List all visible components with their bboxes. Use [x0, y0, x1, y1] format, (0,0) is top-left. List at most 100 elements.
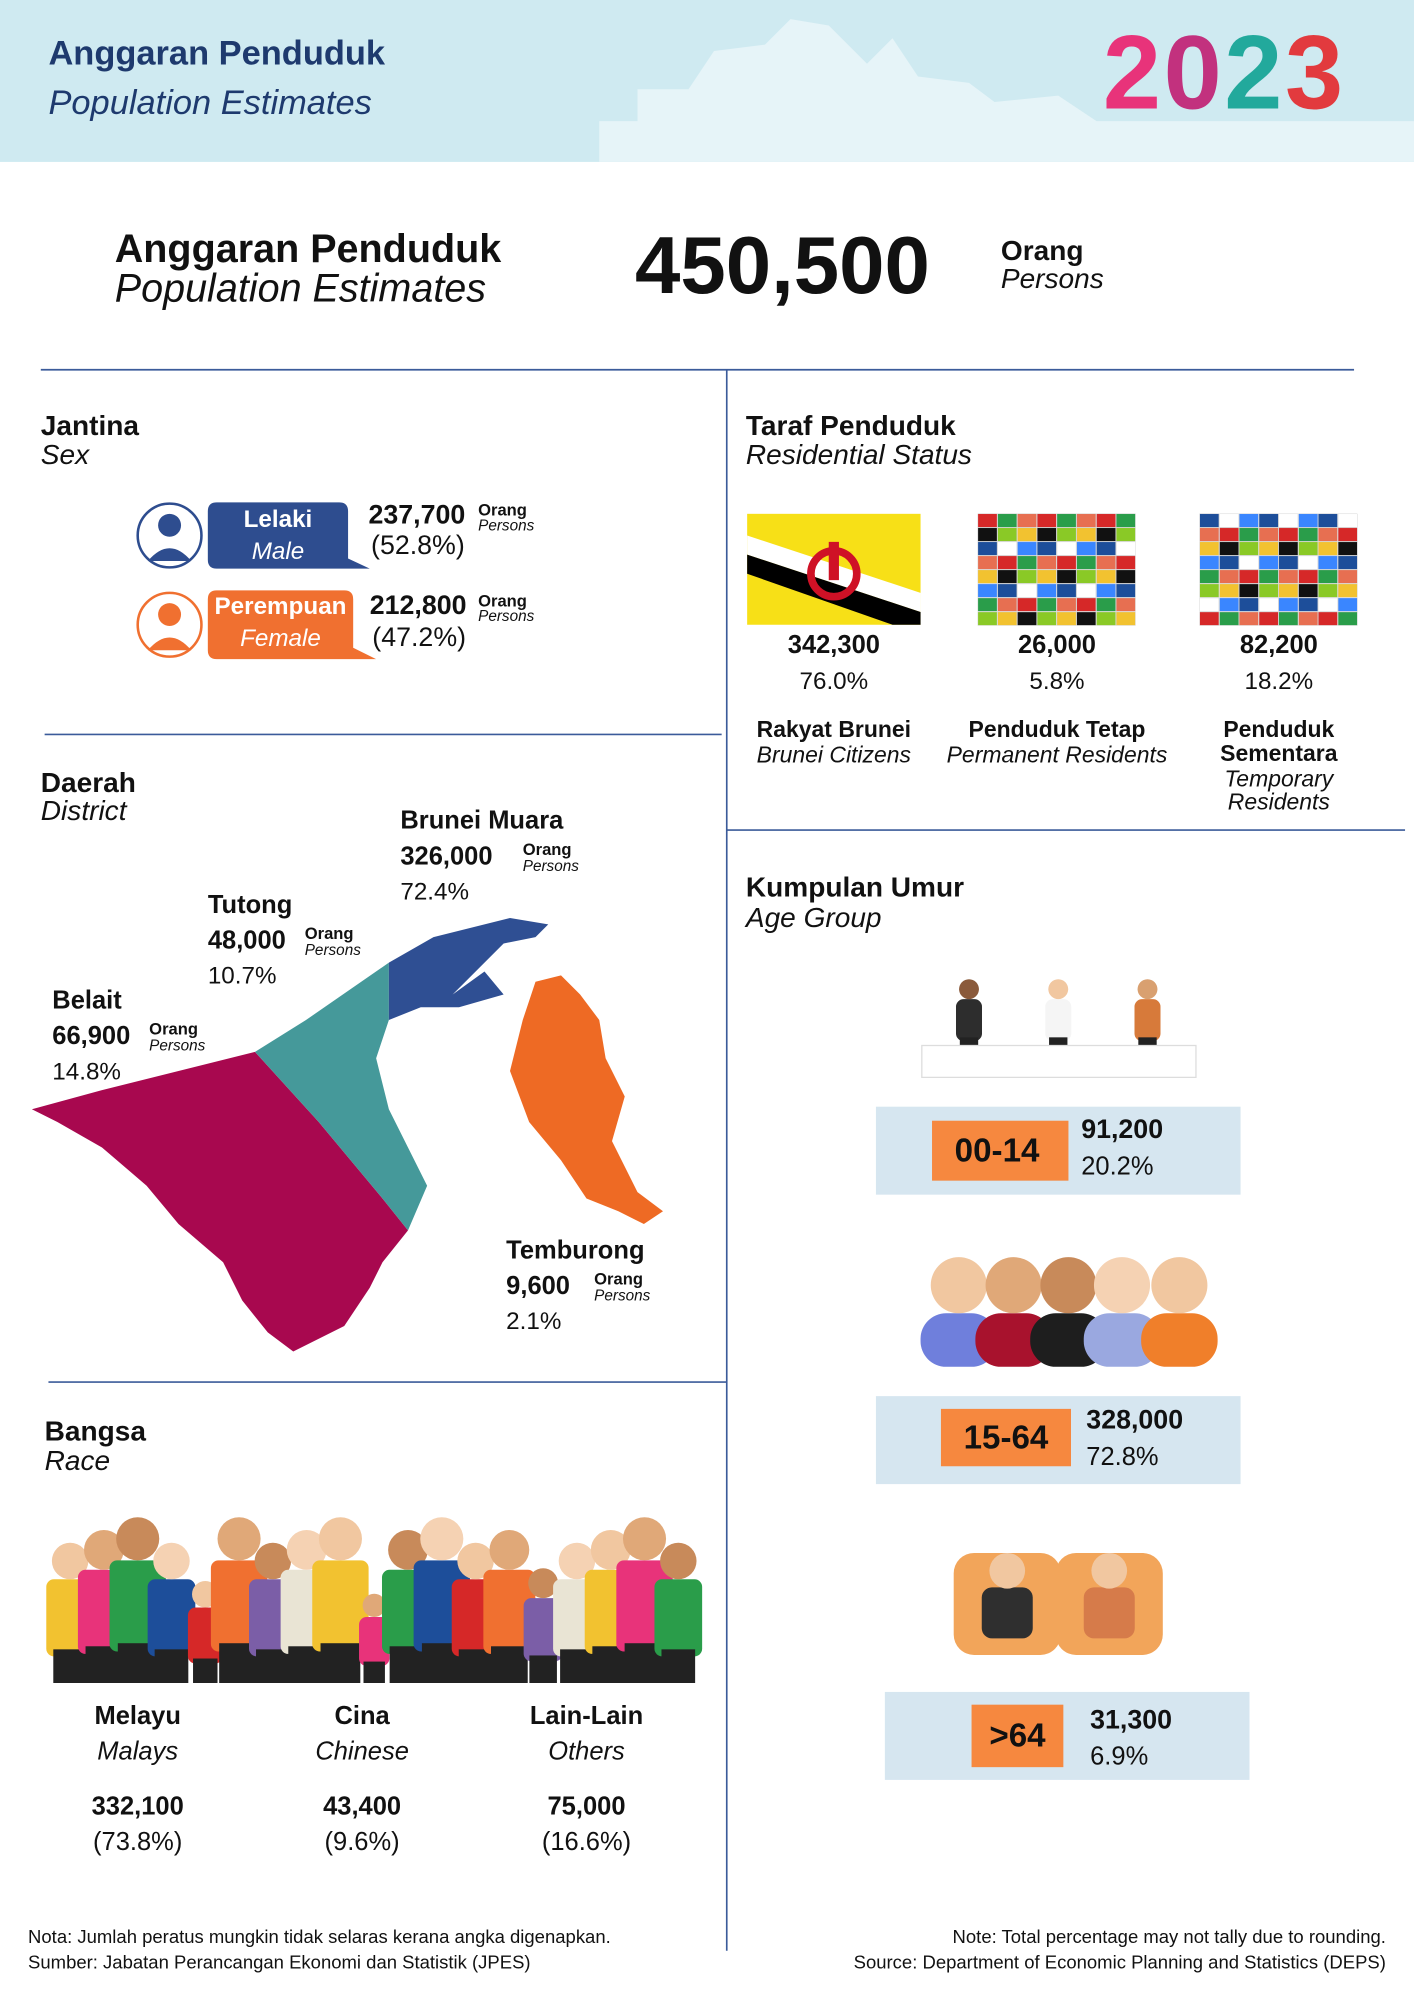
person-body	[1134, 999, 1161, 1042]
mini-flag	[1239, 527, 1259, 542]
mini-flag	[1337, 513, 1358, 528]
mini-flag	[1076, 611, 1097, 626]
source: Source: Department of Economic Planning …	[853, 1952, 1386, 1974]
person-head	[254, 1542, 292, 1580]
mini-flag	[1037, 611, 1057, 626]
avatar-body	[147, 548, 192, 561]
mini-flag	[997, 527, 1018, 542]
age-percent: 6.9%	[1090, 1742, 1149, 1771]
race-value: 75,000	[547, 1792, 626, 1821]
status-label-ms: Penduduk Sementara	[1220, 716, 1338, 767]
mini-flag	[1318, 597, 1338, 612]
mini-flag	[977, 555, 998, 570]
mini-flag	[1298, 569, 1318, 584]
source: Sumber: Jabatan Perancangan Ekonomi dan …	[28, 1952, 531, 1974]
mini-flag	[1298, 611, 1318, 626]
person-legs	[592, 1646, 630, 1683]
person-head	[622, 1517, 667, 1561]
person-legs	[560, 1649, 594, 1683]
person-head	[989, 1552, 1026, 1589]
avatar-body	[147, 637, 192, 651]
sex-value: 212,800	[369, 590, 467, 621]
person-legs	[288, 1646, 325, 1683]
person-head	[558, 1542, 596, 1580]
mini-flag	[1278, 541, 1299, 556]
header-title-en: Population Estimates	[48, 83, 372, 122]
mini-flag	[1076, 569, 1097, 584]
race-value: 332,100	[91, 1792, 184, 1821]
flag-stripe	[747, 554, 921, 625]
mini-flag	[1219, 555, 1239, 570]
section-title-ms: Jantina	[40, 409, 140, 442]
children-illustration	[955, 979, 1161, 1056]
age-value: 91,200	[1081, 1114, 1164, 1145]
mini-flag	[1199, 527, 1220, 542]
adults-illustration	[920, 1257, 1218, 1367]
mini-flag	[1278, 513, 1299, 528]
mini-flag	[1258, 527, 1279, 542]
person-body	[312, 1560, 369, 1652]
mini-flag	[1298, 597, 1318, 612]
total-label-en: Population Estimates	[114, 265, 487, 311]
mini-flag	[1258, 555, 1279, 570]
race-illustration	[46, 1517, 703, 1683]
mini-flag	[1219, 597, 1239, 612]
male-bubble	[207, 502, 370, 569]
person-head	[217, 1517, 261, 1561]
mini-flag	[1258, 611, 1279, 626]
mini-flag	[1076, 583, 1097, 598]
race-percent: (9.6%)	[324, 1828, 400, 1857]
person-head	[528, 1568, 559, 1599]
age-group: 15-64	[963, 1417, 1049, 1457]
mini-flag	[1017, 583, 1037, 598]
mini-flag	[1037, 555, 1057, 570]
unit-en: Persons	[478, 606, 535, 625]
person-head	[590, 1530, 631, 1570]
mini-flag	[1056, 569, 1077, 584]
person-body	[359, 1616, 390, 1667]
person-body	[654, 1579, 703, 1657]
person-head	[1093, 1257, 1151, 1314]
person-body	[483, 1569, 536, 1654]
mini-flag	[1239, 583, 1259, 598]
sex-label-ms: Lelaki	[243, 506, 313, 534]
footnote: Nota: Jumlah peratus mungkin tidak selar…	[28, 1927, 611, 1948]
mini-flag	[1219, 611, 1239, 626]
mini-flag	[1199, 583, 1220, 598]
person-head	[286, 1530, 327, 1570]
total-unit-ms: Orang	[1000, 234, 1084, 267]
person-head	[51, 1542, 89, 1580]
race-value: 43,400	[323, 1792, 402, 1821]
status-percent: 76.0%	[799, 668, 869, 696]
flag-emblem	[828, 541, 839, 581]
mini-flag	[1017, 555, 1037, 570]
mini-flag	[1076, 513, 1097, 528]
mini-flag	[1258, 513, 1279, 528]
sex-percent: (47.2%)	[372, 622, 467, 653]
mini-flag	[1298, 541, 1318, 556]
mini-flag	[1199, 597, 1220, 612]
mini-flag	[1337, 555, 1358, 570]
mini-flag	[1199, 513, 1220, 528]
footnote: Note: Total percentage may not tally due…	[952, 1927, 1386, 1948]
district-name: Brunei Muara	[400, 807, 564, 836]
race-percent: (16.6%)	[541, 1828, 632, 1857]
sex-label-ms: Perempuan	[214, 593, 347, 621]
mini-flag	[1096, 597, 1116, 612]
mini-flag	[1017, 611, 1037, 626]
age-chip	[932, 1120, 1069, 1181]
district-value: 66,900	[52, 1022, 131, 1051]
mini-flag	[1116, 569, 1136, 584]
unit-en: Persons	[522, 856, 579, 875]
mini-flag	[1116, 583, 1136, 598]
mini-flag	[1278, 583, 1299, 598]
person-legs	[256, 1649, 290, 1683]
world-flags	[977, 513, 1136, 626]
mini-flag	[1239, 569, 1259, 584]
mini-flag	[997, 555, 1018, 570]
person-body	[955, 999, 983, 1042]
age-value: 31,300	[1090, 1705, 1173, 1735]
person-legs	[193, 1658, 218, 1683]
mini-flag	[977, 583, 998, 598]
district-value: 48,000	[207, 926, 286, 955]
